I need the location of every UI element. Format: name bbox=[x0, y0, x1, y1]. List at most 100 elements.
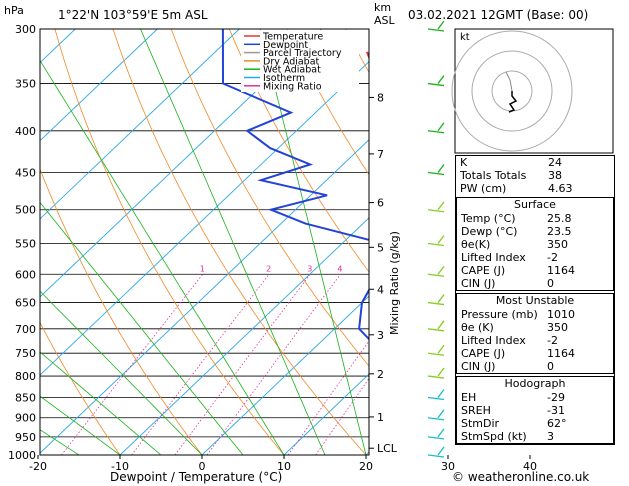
wind-barb-feather bbox=[437, 75, 445, 84]
axes: 3003504004505005506006507007508008509009… bbox=[8, 23, 537, 473]
wind-barb-feather bbox=[437, 389, 445, 398]
index-row: Totals Totals 38 bbox=[456, 169, 614, 182]
legend-label: Dry Adiabat bbox=[263, 56, 320, 67]
hodograph-label: EH bbox=[461, 391, 477, 404]
mixing-ratio-label: 3 bbox=[307, 264, 312, 273]
legend-label: Isotherm bbox=[263, 73, 305, 84]
wind-barbs bbox=[427, 20, 445, 458]
index-label: PW (cm) bbox=[460, 182, 507, 195]
top-index-rows: K 24 Totals Totals 38 PW (cm) 4.63 bbox=[456, 156, 614, 195]
pressure-tick-label: 400 bbox=[15, 125, 36, 138]
most-unstable-value: 1164 bbox=[547, 347, 575, 360]
legend-label: Mixing Ratio bbox=[263, 81, 322, 92]
wind-barb-feather bbox=[437, 409, 445, 419]
pressure-tick-label: 700 bbox=[15, 323, 36, 336]
hodograph-label: SREH bbox=[461, 404, 491, 417]
most-unstable-row: Pressure (mb) 1010 bbox=[457, 308, 613, 321]
surface-label: Dewp (°C) bbox=[461, 225, 518, 238]
wind-barb bbox=[427, 417, 445, 421]
index-label: K bbox=[460, 156, 468, 169]
legend-label: Dewpoint bbox=[263, 40, 308, 51]
hodograph-value: -29 bbox=[547, 391, 565, 404]
most-unstable-label: θe (K) bbox=[461, 321, 494, 334]
wet-adiabat-line bbox=[40, 290, 203, 455]
surface-value: 23.5 bbox=[547, 225, 572, 238]
profile-lines bbox=[221, 29, 369, 341]
mixing-ratio-label: 4 bbox=[337, 264, 342, 273]
km-label: 7 bbox=[377, 148, 384, 161]
wind-barb-feather bbox=[437, 164, 445, 173]
wind-barb bbox=[427, 436, 445, 440]
isotherm-line bbox=[40, 29, 158, 142]
wet-adiabat-line bbox=[140, 29, 326, 455]
most-unstable-row: Lifted Index -2 bbox=[457, 334, 613, 347]
mixing-ratio-line bbox=[131, 274, 270, 455]
mixing-ratio-label: 1 bbox=[200, 264, 205, 273]
km-label: LCL bbox=[377, 442, 398, 455]
wind-barb-feather bbox=[437, 428, 445, 438]
pressure-tick-label: 900 bbox=[15, 412, 36, 425]
most-unstable-label: Pressure (mb) bbox=[461, 308, 538, 321]
indices-table: K 24 Totals Totals 38 PW (cm) 4.63 Surface Te… bbox=[455, 155, 615, 445]
mixing-ratio-label: 8 bbox=[414, 264, 419, 273]
isotherm-line bbox=[40, 61, 369, 376]
height-unit-km: km bbox=[374, 1, 391, 14]
mixing-ratio-line bbox=[174, 274, 311, 455]
wind-barb bbox=[427, 209, 445, 213]
hodograph-frame bbox=[454, 28, 614, 154]
isotherm-line bbox=[40, 139, 369, 454]
surface-title: Surface bbox=[514, 198, 556, 211]
km-label: 8 bbox=[377, 91, 384, 104]
most-unstable-value: 350 bbox=[547, 321, 568, 334]
dry-adiabat-line bbox=[228, 29, 369, 273]
wind-barb bbox=[427, 28, 445, 32]
surface-value: -2 bbox=[547, 251, 558, 264]
wet-adiabat-line bbox=[40, 201, 244, 455]
wind-barb bbox=[427, 375, 445, 379]
pressure-tick-label: 450 bbox=[15, 166, 36, 179]
temperature-tick-label: 20 bbox=[359, 460, 373, 473]
dry-adiabat-line bbox=[54, 29, 285, 455]
wet-adiabat-line bbox=[40, 351, 162, 455]
most-unstable-label: CIN (J) bbox=[461, 360, 496, 373]
most-unstable-title: Most Unstable bbox=[495, 294, 575, 307]
hodograph: kt bbox=[451, 28, 614, 154]
pressure-tick-label: 600 bbox=[15, 268, 36, 281]
pressure-tick-label: 750 bbox=[15, 347, 36, 360]
wind-barb bbox=[427, 273, 445, 277]
wind-barb-feather bbox=[437, 320, 445, 330]
dry-adiabat-line bbox=[170, 29, 369, 367]
isotherm-line bbox=[201, 295, 369, 455]
most-unstable-label: Lifted Index bbox=[461, 334, 526, 347]
grid-lines: 1 2 3 4 8 10 16 20 25 bbox=[40, 29, 419, 455]
pressure-tick-label: 850 bbox=[15, 391, 36, 404]
wind-barb bbox=[427, 396, 445, 401]
wind-barb bbox=[427, 454, 445, 458]
surface-label: Lifted Index bbox=[461, 251, 526, 264]
surface-label: θe(K) bbox=[461, 238, 491, 251]
hodograph-row: EH -29 bbox=[457, 391, 613, 404]
temperature-tick-label: 40 bbox=[523, 460, 537, 473]
wet-adiabat-line bbox=[40, 59, 285, 455]
hodograph-trace bbox=[508, 91, 518, 113]
temperature-tick-label: 10 bbox=[277, 460, 291, 473]
index-value: 4.63 bbox=[548, 182, 573, 195]
hodograph-value: 62° bbox=[547, 417, 567, 430]
pressure-unit: hPa bbox=[4, 4, 24, 17]
temperature-tick-label: -20 bbox=[29, 460, 47, 473]
pressure-tick-label: 1000 bbox=[8, 449, 36, 462]
wind-barb bbox=[427, 82, 445, 87]
legend-label: Wet Adiabat bbox=[263, 65, 321, 76]
index-row: K 24 bbox=[456, 156, 614, 169]
location-label: 1°22'N 103°59'E 5m ASL bbox=[58, 8, 208, 22]
temperature-tick-label: 0 bbox=[199, 460, 206, 473]
hodograph-ring-30 bbox=[451, 30, 573, 152]
mixing-ratio-line bbox=[206, 274, 341, 455]
temperature-tick-label: 30 bbox=[441, 460, 455, 473]
index-value: 38 bbox=[548, 169, 562, 182]
surface-row: Dewp (°C) 23.5 bbox=[457, 225, 613, 238]
wind-barb bbox=[427, 130, 445, 134]
pressure-tick-label: 800 bbox=[15, 370, 36, 383]
